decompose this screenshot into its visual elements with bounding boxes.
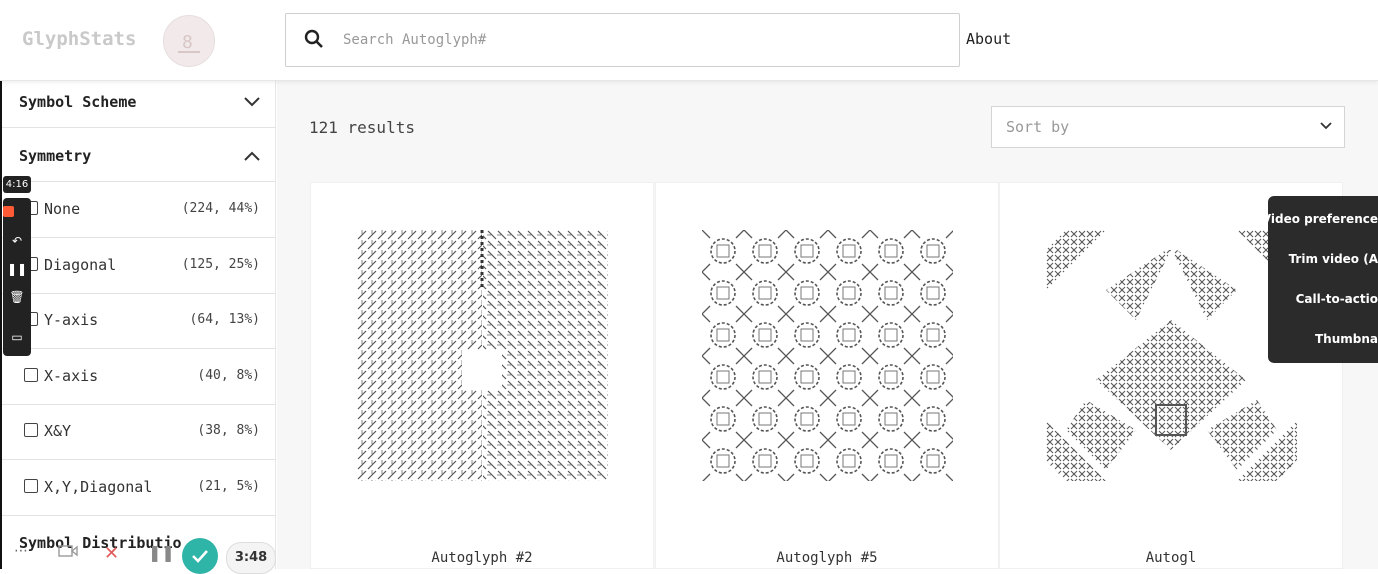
glyph-name: Autogl [1145,550,1197,566]
results-panel: 121 results Sort by Autoglyph #2 [277,81,1378,569]
search-icon [304,29,323,48]
trash-icon[interactable]: 🗑 [9,290,25,304]
glyph-name: Autoglyph #2 [431,550,533,566]
finish-button[interactable] [182,538,218,574]
pause-icon[interactable]: ❚❚ [148,543,175,562]
svg-text:8: 8 [182,32,193,53]
undo-icon[interactable]: ↶ [11,234,23,248]
video-camera-icon[interactable] [58,543,78,569]
sort-placeholder: Sort by [1006,118,1070,136]
option-label: Diagonal [44,256,117,274]
check-icon [192,550,208,563]
top-header: GlyphStats 8 About [0,0,1378,81]
chevron-down-icon [1320,122,1332,130]
option-count: (40, 8%) [197,368,260,383]
about-link[interactable]: About [966,30,1012,48]
more-icon[interactable]: ⋯ [14,543,28,559]
logo-icon[interactable]: 8 [163,15,215,67]
sort-select[interactable]: Sort by [991,106,1345,148]
menu-thumbnail[interactable]: Thumbna [1314,332,1378,346]
results-count: 121 results [309,118,415,137]
menu-video-preference[interactable]: Video preference [1261,212,1378,226]
checkbox[interactable] [24,479,38,493]
section-title: Symmetry [19,147,92,165]
video-preferences-menu: Video preference Trim video (A Call-to-a… [1262,196,1378,363]
filter-option-diagonal[interactable]: Diagonal (125, 25%) [2,238,276,294]
option-label: X-axis [44,367,99,385]
option-label: X&Y [44,422,72,440]
option-label: None [44,200,81,218]
chevron-down-icon [244,97,260,107]
option-count: (224, 44%) [181,201,260,216]
option-label: X,Y,Diagonal [44,478,153,496]
checkbox[interactable] [24,423,38,437]
logo-text[interactable]: GlyphStats [22,28,137,50]
filter-sidebar: Symbol Scheme Symmetry None (224, 44%) D… [0,81,276,569]
filter-option-x-axis[interactable]: X-axis (40, 8%) [2,349,276,405]
recording-remaining: 3:48 [226,542,276,574]
recorder-toolbar: ↶ ❚❚ 🗑 ▭ [3,198,31,356]
chevron-up-icon [244,151,260,161]
filter-option-y-axis[interactable]: Y-axis (64, 13%) [2,293,276,349]
camera-icon[interactable]: ▭ [11,330,23,344]
filter-option-xy-diagonal[interactable]: X,Y,Diagonal (21, 5%) [2,460,276,516]
pause-icon[interactable]: ❚❚ [6,262,28,276]
checkbox[interactable] [24,368,38,382]
glyph-artwork [702,230,953,481]
filter-option-none[interactable]: None (224, 44%) [2,182,276,238]
menu-call-to-action[interactable]: Call-to-actio [1295,292,1378,306]
section-symbol-scheme[interactable]: Symbol Scheme [2,81,276,128]
search-input[interactable] [341,26,925,54]
option-label: Y-axis [44,311,99,329]
option-count: (38, 8%) [197,423,260,438]
glyph-artwork [357,230,608,481]
option-count: (21, 5%) [197,479,260,494]
section-symmetry[interactable]: Symmetry [2,128,276,182]
glyph-artwork [1046,230,1297,481]
search-bar[interactable] [285,13,960,67]
cancel-icon[interactable]: ✕ [104,543,120,564]
glyph-card[interactable]: Autoglyph #5 [655,182,999,569]
option-count: (125, 25%) [181,257,260,272]
option-count: (64, 13%) [189,312,260,327]
glyph-card[interactable]: Autoglyph #2 [310,182,654,569]
recording-elapsed: 4:16 [3,176,31,193]
glyph-name: Autoglyph #5 [776,550,878,566]
filter-option-x-and-y[interactable]: X&Y (38, 8%) [2,404,276,460]
menu-trim-video[interactable]: Trim video (A [1288,252,1378,266]
section-title: Symbol Scheme [19,93,137,111]
